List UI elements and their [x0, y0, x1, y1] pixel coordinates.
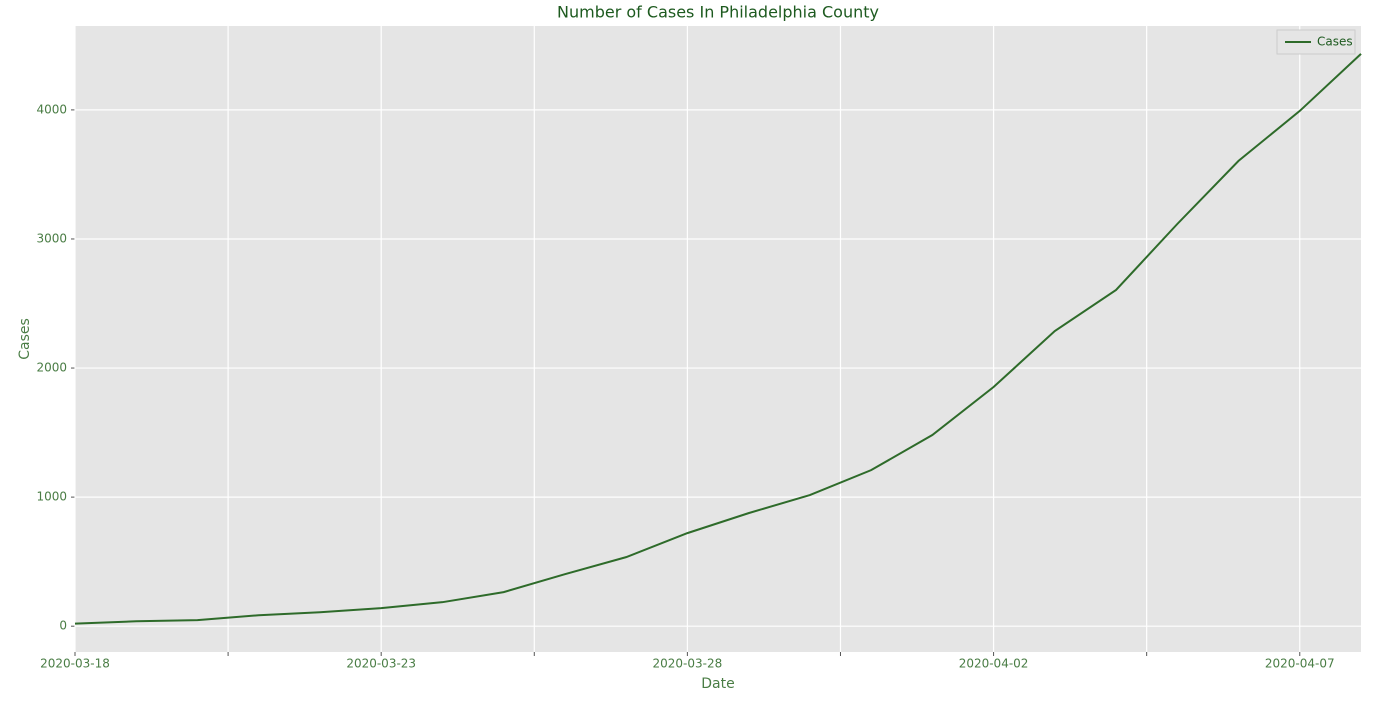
- chart-title: Number of Cases In Philadelphia County: [557, 3, 879, 22]
- x-tick-label: 2020-04-02: [959, 657, 1029, 671]
- x-tick-label: 2020-03-28: [653, 657, 723, 671]
- x-axis-label: Date: [701, 676, 734, 692]
- y-axis-label: Cases: [17, 318, 33, 360]
- x-tick-label: 2020-04-07: [1265, 657, 1335, 671]
- line: [74, 53, 1362, 625]
- y-tick-label: 3000: [36, 231, 67, 245]
- plot-area: [75, 26, 1361, 652]
- y-tick-label: 0: [59, 619, 67, 633]
- x-tick-label: 2020-03-23: [346, 657, 416, 671]
- y-tick-label: 2000: [36, 361, 67, 375]
- y-tick-label: 1000: [36, 490, 67, 504]
- x-tick-label: 2020-03-18: [40, 657, 110, 671]
- legend-label: Cases: [1317, 35, 1353, 49]
- y-tick-label: 4000: [36, 102, 67, 116]
